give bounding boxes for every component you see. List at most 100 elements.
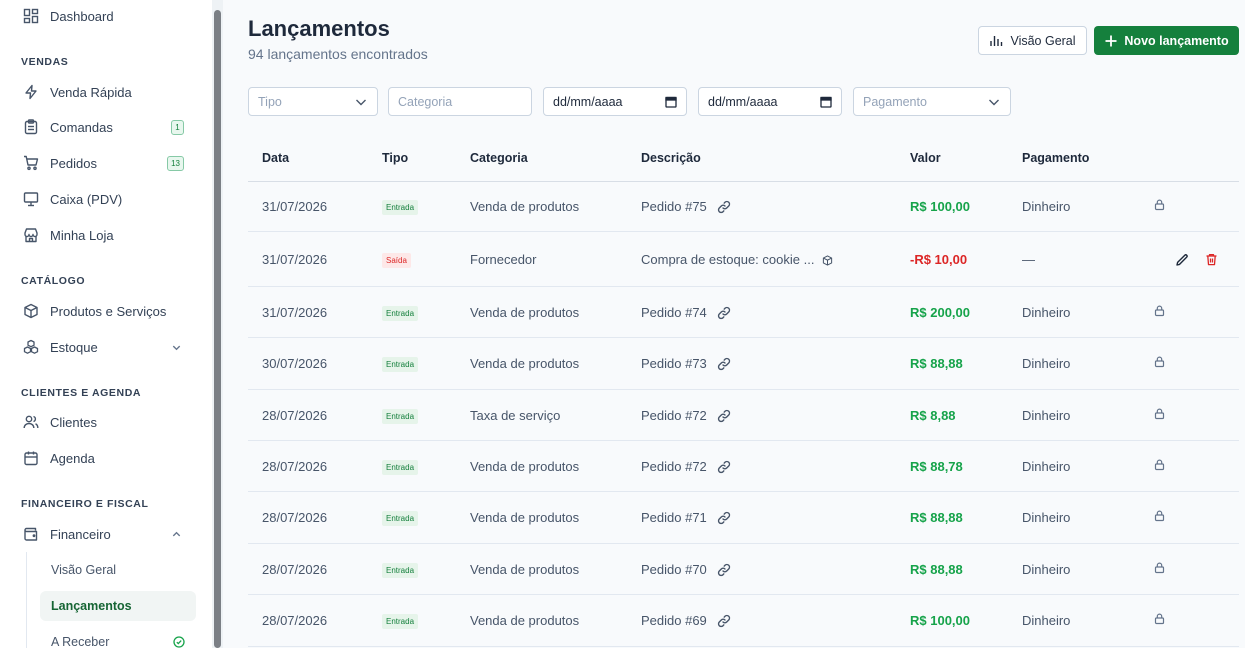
cell-valor: R$ 100,00 (910, 199, 970, 214)
column-header-tipo[interactable]: Tipo (382, 151, 409, 165)
cell-descricao: Pedido #71 (641, 510, 707, 525)
column-header-data[interactable]: Data (262, 151, 290, 165)
date-from-value: dd/mm/aaaa (553, 94, 623, 109)
type-badge: Entrada (382, 614, 419, 629)
pagamento-select-placeholder: Pagamento (863, 94, 927, 109)
sidebar-item-label: Produtos e Serviços (50, 303, 167, 319)
sidebar-item-comandas[interactable]: Comandas 1 (10, 111, 196, 143)
plus-icon (1104, 34, 1118, 48)
tipo-select[interactable]: Tipo (248, 87, 378, 116)
sidebar-item-financeiro[interactable]: Financeiro (10, 518, 196, 550)
type-badge: Entrada (382, 563, 419, 578)
package-icon (822, 255, 833, 266)
date-from-input[interactable]: dd/mm/aaaa (543, 87, 687, 116)
main-content: Lançamentos 94 lançamentos encontrados V… (223, 0, 1245, 648)
overview-button[interactable]: Visão Geral (978, 26, 1087, 55)
section-catalogo: CATÁLOGO (21, 275, 86, 287)
lock-icon (1153, 355, 1166, 368)
sidebar: Dashboard VENDAS Venda Rápida Comandas 1… (0, 0, 212, 648)
cell-descricao: Pedido #74 (641, 305, 707, 320)
sidebar-item-label: Estoque (50, 339, 98, 355)
cell-descricao: Pedido #75 (641, 199, 707, 214)
table-row[interactable]: 28/07/2026 Entrada Venda de produtos Pedido… (248, 595, 1239, 647)
table-row[interactable]: 28/07/2026 Entrada Taxa de serviço Pedido #… (248, 390, 1239, 441)
sidebar-item-produtos[interactable]: Produtos e Serviços (10, 295, 196, 327)
delete-trash-icon[interactable] (1205, 253, 1218, 266)
column-header-descricao[interactable]: Descrição (641, 151, 701, 165)
link-icon[interactable] (717, 563, 731, 577)
lock-icon (1153, 612, 1166, 625)
sidebar-item-estoque[interactable]: Estoque (10, 331, 196, 363)
date-to-input[interactable]: dd/mm/aaaa (698, 87, 842, 116)
table-row[interactable]: 31/07/2026 Entrada Venda de produtos Pedido… (248, 287, 1239, 338)
cell-categoria: Taxa de serviço (470, 408, 561, 423)
sidebar-item-dashboard[interactable]: Dashboard (10, 0, 196, 32)
scrollbar-thumb[interactable] (214, 10, 221, 648)
sidebar-item-agenda[interactable]: Agenda (10, 442, 196, 474)
cell-data: 30/07/2026 (262, 356, 328, 371)
link-icon[interactable] (717, 357, 731, 371)
cell-valor: R$ 88,88 (910, 356, 963, 371)
table-row[interactable]: 30/07/2026 Entrada Venda de produtos Pedido… (248, 338, 1239, 390)
chevron-down-icon (987, 95, 1001, 109)
sidebar-item-pedidos[interactable]: Pedidos 13 (10, 147, 196, 179)
link-icon[interactable] (717, 200, 731, 214)
date-to-value: dd/mm/aaaa (708, 94, 778, 109)
bar-chart-icon (989, 33, 1004, 48)
sidebar-subitem-a-receber[interactable]: A Receber (40, 627, 196, 648)
cell-pagamento: Dinheiro (1022, 613, 1071, 628)
calendar-icon[interactable] (665, 96, 677, 108)
categoria-input[interactable]: Categoria (388, 87, 532, 116)
count-badge: 13 (167, 156, 184, 171)
column-header-pagamento[interactable]: Pagamento (1022, 151, 1090, 165)
pagamento-select[interactable]: Pagamento (853, 87, 1011, 116)
link-icon[interactable] (717, 306, 731, 320)
sidebar-subitem-visao-geral[interactable]: Visão Geral (40, 555, 196, 585)
column-header-categoria[interactable]: Categoria (470, 151, 528, 165)
cell-categoria: Venda de produtos (470, 305, 580, 320)
section-financeiro: FINANCEIRO E FISCAL (21, 498, 149, 510)
lock-icon (1153, 561, 1166, 574)
column-header-valor[interactable]: Valor (910, 151, 941, 165)
table-row[interactable]: 31/07/2026 Entrada Venda de produtos Pedido… (248, 182, 1239, 232)
count-badge: 1 (171, 120, 184, 135)
sidebar-item-label: Minha Loja (50, 227, 114, 243)
calendar-icon[interactable] (820, 96, 832, 108)
edit-pencil-icon[interactable] (1175, 253, 1189, 267)
table-header: Data Tipo Categoria Descrição Valor Paga… (248, 140, 1239, 182)
sidebar-subitem-lancamentos[interactable]: Lançamentos (40, 591, 196, 621)
sidebar-item-label: Caixa (PDV) (50, 191, 123, 207)
tipo-select-placeholder: Tipo (258, 94, 282, 109)
cell-pagamento: — (1022, 252, 1035, 267)
cell-pagamento: Dinheiro (1022, 356, 1071, 371)
cell-pagamento: Dinheiro (1022, 459, 1071, 474)
cell-categoria: Venda de produtos (470, 562, 580, 577)
link-icon[interactable] (717, 511, 731, 525)
sidebar-item-label: Dashboard (50, 8, 114, 24)
link-icon[interactable] (717, 614, 731, 628)
sidebar-item-clientes[interactable]: Clientes (10, 406, 196, 438)
lock-icon (1153, 458, 1166, 471)
table-row[interactable]: 31/07/2026 Saída Fornecedor Compra de estoq… (248, 232, 1239, 287)
new-entry-button[interactable]: Novo lançamento (1094, 26, 1239, 55)
cell-categoria: Fornecedor (470, 252, 537, 267)
users-icon (22, 413, 40, 431)
link-icon[interactable] (717, 409, 731, 423)
table-row[interactable]: 28/07/2026 Entrada Venda de produtos Pedido… (248, 492, 1239, 544)
sidebar-item-minha-loja[interactable]: Minha Loja (10, 219, 196, 251)
chevron-down-icon (171, 341, 182, 356)
table-row[interactable]: 28/07/2026 Entrada Venda de produtos Pedido… (248, 441, 1239, 492)
sidebar-item-venda-rapida[interactable]: Venda Rápida (10, 76, 196, 108)
table-row[interactable]: 28/07/2026 Entrada Venda de produtos Pedido… (248, 544, 1239, 595)
sidebar-item-label: Clientes (50, 414, 97, 430)
chevron-up-icon (171, 528, 182, 543)
cell-descricao: Pedido #73 (641, 356, 707, 371)
sidebar-scrollbar[interactable] (212, 0, 223, 648)
cell-pagamento: Dinheiro (1022, 305, 1071, 320)
link-icon[interactable] (717, 460, 731, 474)
type-badge: Saída (382, 253, 411, 268)
cell-categoria: Venda de produtos (470, 510, 580, 525)
sidebar-item-caixa[interactable]: Caixa (PDV) (10, 183, 196, 215)
cell-valor: R$ 8,88 (910, 408, 956, 423)
boxes-icon (22, 338, 40, 356)
